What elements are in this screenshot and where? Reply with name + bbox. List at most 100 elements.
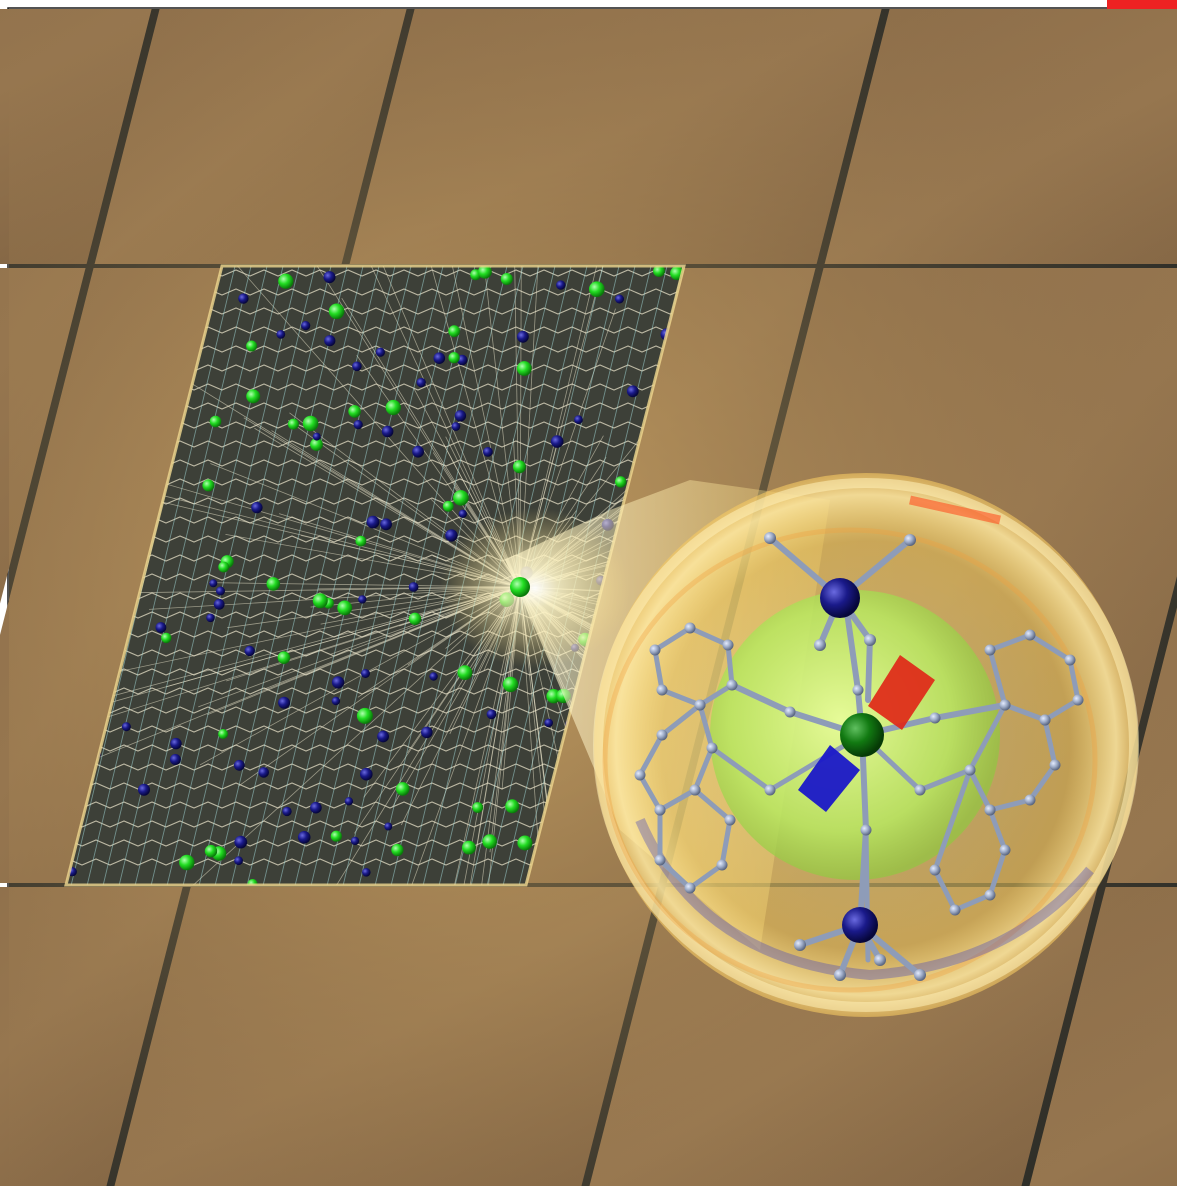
- framework-strand: [338, 266, 521, 588]
- nitrogen-atom: [121, 722, 131, 732]
- carbon-atom: [656, 729, 668, 741]
- molecule-bond: [725, 642, 735, 688]
- molecule-bond: [987, 797, 1033, 813]
- nitrogen-atom: [381, 425, 394, 438]
- framework-bond: [149, 266, 301, 885]
- molecule-bond: [659, 702, 703, 738]
- metal-atom: [408, 612, 422, 625]
- carbon-atom: [1024, 629, 1036, 641]
- carbon-atom: [654, 804, 666, 816]
- nitrogen-atom: [206, 613, 215, 623]
- metal-atom: [516, 361, 532, 376]
- carbon-atom: [999, 844, 1011, 856]
- metal-atom: [448, 352, 460, 364]
- framework-bond: [261, 266, 413, 885]
- nitrogen-atom: [445, 529, 458, 542]
- metal-atom: [287, 418, 299, 430]
- molecule-bond: [1042, 697, 1081, 723]
- molecule-bond: [659, 687, 703, 708]
- nitrogen-atom: [408, 582, 419, 592]
- magnifying-bubble: [593, 473, 1139, 1017]
- molecule-bond: [987, 807, 1008, 853]
- molecule-bond: [967, 767, 993, 813]
- framework-bond: [133, 266, 285, 885]
- framework-strand: [66, 420, 521, 588]
- metal-atom: [653, 266, 665, 278]
- molecule-bond: [657, 857, 693, 891]
- molecule-bond: [709, 745, 773, 793]
- hydrogen-atom: [814, 639, 826, 651]
- metal-atom: [448, 325, 461, 338]
- metal-atom: [505, 799, 520, 814]
- nitrogen-atom: [366, 515, 380, 529]
- nitrogen-atom: [276, 330, 286, 339]
- carbon-atom: [929, 712, 941, 724]
- carbon-atom: [949, 904, 961, 916]
- metal-atom: [218, 729, 229, 739]
- nitrogen-atom: [155, 622, 167, 633]
- hydrogen-atom: [834, 969, 846, 981]
- framework-strand: [66, 586, 521, 738]
- hydrogen-atom: [904, 534, 916, 546]
- hydrogen-atom: [874, 954, 886, 966]
- nitrogen-atom: [278, 696, 291, 709]
- framework-bond: [181, 266, 333, 885]
- nitrogen-atom: [169, 754, 181, 765]
- nitrogen-atom: [412, 445, 424, 458]
- nitrogen-atom: [344, 797, 354, 806]
- carbon-atom: [984, 889, 996, 901]
- metal-atom: [278, 273, 294, 289]
- metal-atom: [478, 266, 492, 279]
- molecule-bond: [1067, 657, 1081, 703]
- metal-atom: [589, 281, 605, 298]
- magnetic-axis-south: [798, 745, 860, 812]
- frame-border: [7, 7, 1177, 1186]
- carbon-atom: [784, 706, 796, 718]
- carbon-atom: [999, 699, 1011, 711]
- framework-strand: [331, 586, 521, 885]
- framework-bond: [101, 266, 253, 885]
- framework-bond: [357, 266, 509, 885]
- carbon-atom: [689, 784, 701, 796]
- hydrogen-atom: [864, 634, 876, 646]
- metal-atom: [472, 802, 484, 813]
- nitrogen-atom: [360, 767, 373, 781]
- nitrogen-atom: [238, 293, 249, 304]
- nitrogen-atom: [350, 836, 360, 846]
- nitrogen-atom: [626, 385, 639, 398]
- nitrogen-atom: [297, 831, 311, 844]
- metal-atom: [302, 415, 319, 432]
- carbon-atom: [716, 859, 728, 871]
- metal-atom: [266, 577, 281, 591]
- carbon-atom: [649, 644, 661, 656]
- molecule-bond: [1027, 632, 1073, 663]
- metal-atom: [395, 782, 410, 796]
- nitrogen-atom: [244, 645, 255, 657]
- carbon-atom: [984, 804, 996, 816]
- molecule-bond: [987, 632, 1033, 653]
- framework-bond: [325, 266, 477, 885]
- magnetic-axis-north: [868, 655, 935, 730]
- carbon-atom: [964, 764, 976, 776]
- carbon-atom: [1072, 694, 1084, 706]
- nitrogen-atom: [421, 726, 433, 739]
- nitrogen-atom: [458, 509, 467, 518]
- framework-bond: [277, 266, 429, 885]
- metal-atom: [500, 273, 513, 285]
- surface-tile: [114, 887, 658, 1186]
- molecule-bond: [652, 625, 693, 653]
- molecule-bond: [932, 702, 1008, 721]
- nitrogen-atom: [416, 377, 426, 388]
- nitrogen-atom: [282, 806, 292, 817]
- metal-atom: [246, 340, 258, 352]
- molecule-bond: [637, 772, 663, 813]
- nitrogen-atom: [486, 709, 497, 720]
- metal-atom: [517, 835, 533, 851]
- nitrogen-atom: [331, 676, 345, 689]
- nitrogen-atom: [358, 595, 367, 604]
- molecule-bond: [865, 634, 873, 703]
- framework-bond: [309, 266, 461, 885]
- metal-atom: [502, 676, 519, 693]
- carbon-atom: [722, 639, 734, 651]
